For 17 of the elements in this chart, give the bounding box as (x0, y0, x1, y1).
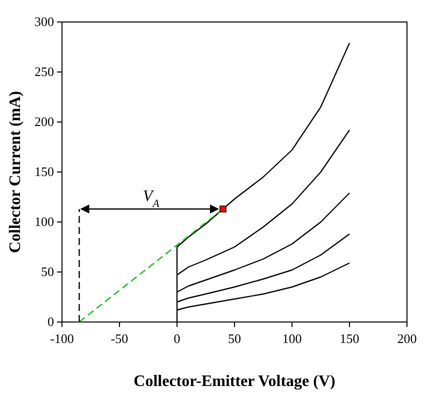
x-tick-label: -100 (50, 331, 74, 346)
x-tick-label: 150 (340, 331, 360, 346)
y-tick-label: 50 (41, 264, 54, 280)
y-tick-label: 0 (48, 314, 54, 330)
y-tick-label: 150 (34, 164, 54, 180)
x-tick-label: 100 (282, 331, 302, 346)
y-axis-title: Collector Current (mA) (7, 90, 24, 254)
x-tick-label: 200 (397, 331, 417, 346)
x-tick-label: -50 (110, 331, 128, 346)
y-tick-label: 200 (34, 114, 54, 130)
annotation: V$_{A}$ (142, 188, 160, 210)
y-tick-label: 300 (34, 14, 54, 30)
x-tick-label: 50 (228, 331, 241, 346)
x-tick-label: 0 (174, 331, 180, 346)
y-tick-label: 100 (34, 214, 54, 230)
y-tick-label: 250 (34, 64, 54, 80)
x-axis-title: Collector-Emitter Voltage (V) (134, 373, 336, 390)
